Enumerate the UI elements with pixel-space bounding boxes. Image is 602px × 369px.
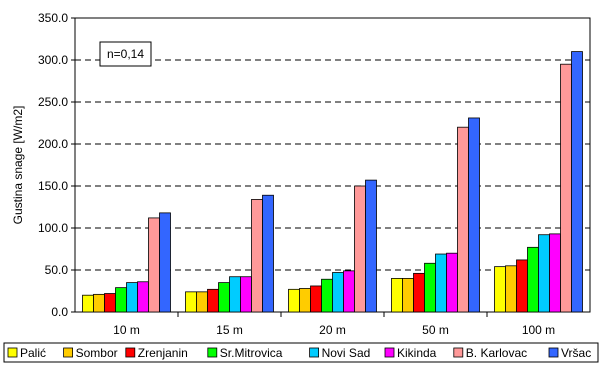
bars <box>82 51 583 313</box>
bar <box>93 293 105 313</box>
annotation-text: n=0,14 <box>107 47 144 61</box>
legend-swatch <box>125 347 136 358</box>
legend-label: Zrenjanin <box>138 346 188 360</box>
legend-label: B. Karlovac <box>466 346 527 360</box>
legend-label: Kikinda <box>397 346 437 360</box>
y-axis-ticks: 0.0 50.0 100.0 150.0 200.0 250.0 300.0 350.0 <box>38 11 75 319</box>
y-axis-label: Gustina snage [W/m2] <box>11 106 25 225</box>
bar <box>446 252 458 313</box>
bar <box>516 259 528 313</box>
legend-box <box>3 342 599 363</box>
bar <box>332 272 344 313</box>
y-tick-label: 350.0 <box>38 11 68 25</box>
bar <box>468 117 480 313</box>
y-tick-label: 250.0 <box>38 95 68 109</box>
bar <box>571 51 583 313</box>
x-tick-label: 100 m <box>522 323 555 337</box>
bar <box>159 212 171 313</box>
legend-swatch <box>453 347 464 358</box>
bar <box>310 285 322 313</box>
bar <box>424 262 436 313</box>
bar <box>207 288 219 313</box>
bar <box>196 291 208 313</box>
bar <box>560 63 572 313</box>
bar <box>538 234 550 313</box>
bar <box>457 126 469 313</box>
x-tick-label: 50 m <box>422 323 449 337</box>
bar <box>299 288 311 313</box>
legend: Palić Sombor Zrenjanin Sr.Mitrovica Novi Sad… <box>7 346 591 360</box>
legend-swatch <box>384 347 395 358</box>
x-tick-label: 10 m <box>113 323 140 337</box>
bar <box>391 277 403 313</box>
bar <box>251 199 263 313</box>
bar <box>365 179 377 313</box>
x-axis-ticks: 10 m 15 m 20 m 50 m 100 m <box>113 312 555 337</box>
bar <box>321 278 333 313</box>
legend-swatch <box>309 347 320 358</box>
bar <box>505 265 517 313</box>
bar <box>343 270 355 313</box>
legend-label: Novi Sad <box>322 346 371 360</box>
bar <box>354 185 366 313</box>
bar <box>185 291 197 313</box>
bar <box>126 282 138 313</box>
y-tick-label: 150.0 <box>38 179 68 193</box>
bar <box>240 276 252 313</box>
bar <box>527 246 539 313</box>
annotation-box: n=0,14 <box>99 41 152 67</box>
legend-swatch <box>207 347 218 358</box>
bar <box>549 233 561 313</box>
bar <box>137 281 149 313</box>
bar <box>229 276 241 313</box>
bar <box>413 272 425 313</box>
y-tick-label: 50.0 <box>45 263 69 277</box>
bar <box>288 288 300 313</box>
y-tick-label: 200.0 <box>38 137 68 151</box>
legend-swatch <box>63 347 73 358</box>
legend-label: Sr.Mitrovica <box>220 346 283 360</box>
legend-label: Palić <box>20 346 46 360</box>
bar <box>148 217 160 313</box>
legend-label: Sombor <box>76 346 118 360</box>
bar <box>104 293 116 313</box>
bar <box>262 194 274 313</box>
bar <box>435 253 447 313</box>
bar <box>402 277 414 313</box>
legend-swatch <box>7 347 18 358</box>
y-tick-label: 100.0 <box>38 221 68 235</box>
x-tick-label: 15 m <box>216 323 243 337</box>
bar <box>82 294 94 313</box>
legend-swatch <box>548 347 559 358</box>
bar <box>218 282 230 313</box>
y-tick-label: 300.0 <box>38 53 68 67</box>
legend-label: Vršac <box>561 346 591 360</box>
y-tick-label: 0.0 <box>51 305 68 319</box>
x-tick-label: 20 m <box>319 323 346 337</box>
bar <box>115 287 127 313</box>
bar <box>494 266 506 313</box>
